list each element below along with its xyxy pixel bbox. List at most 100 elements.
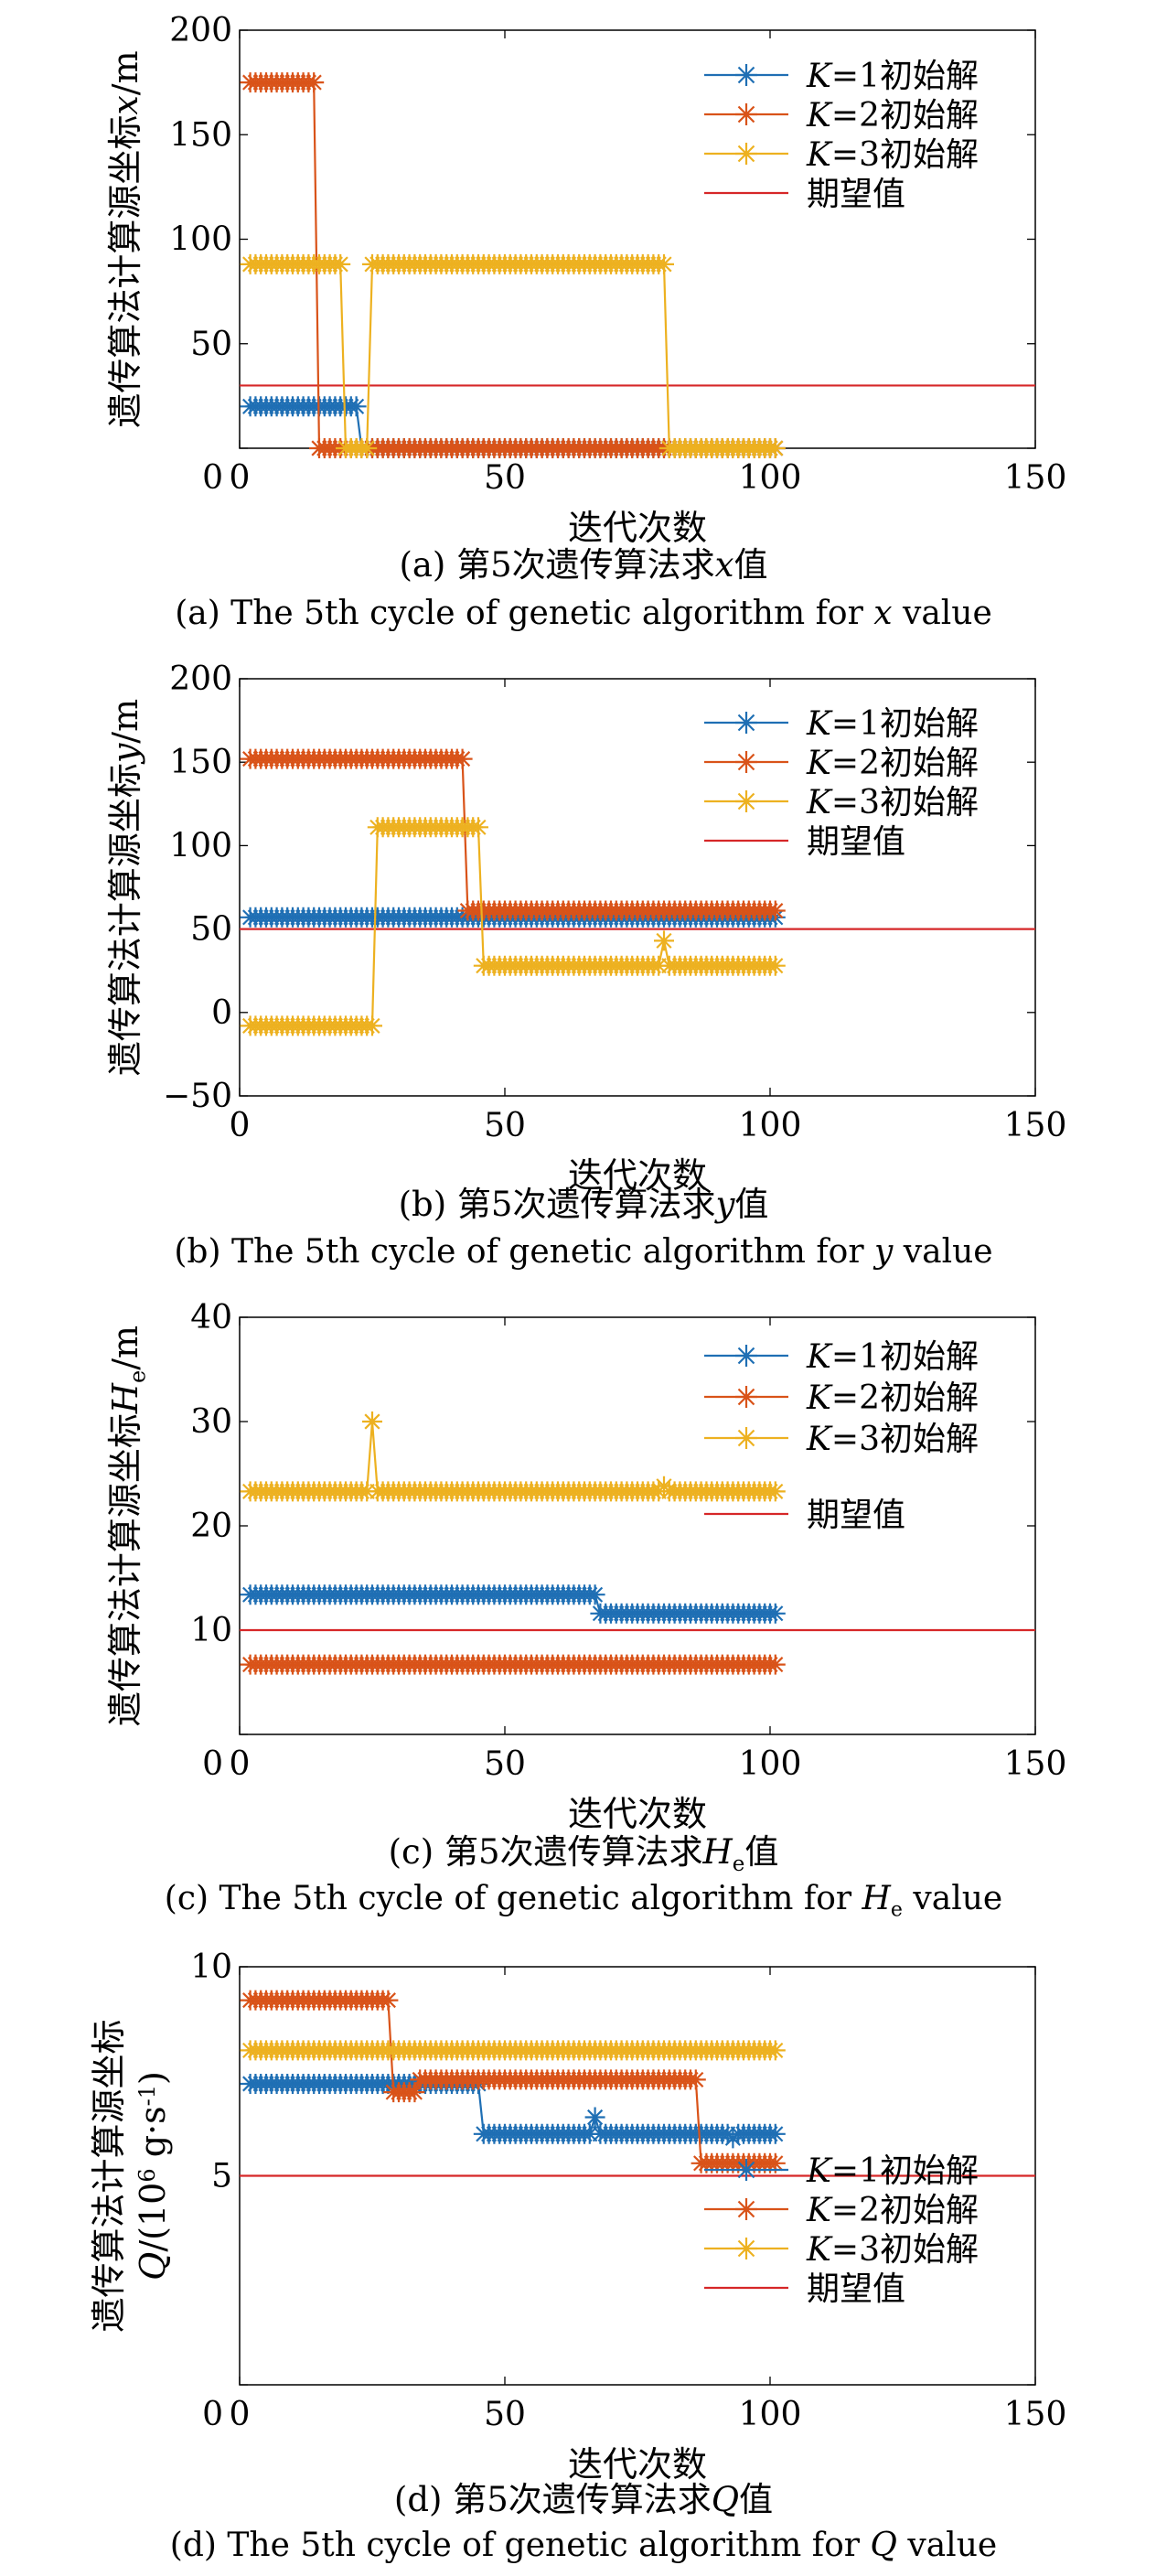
x-tick-label: 150	[1004, 2396, 1067, 2433]
x-axis-label: 迭代次数	[568, 2444, 707, 2485]
marker-k2	[765, 1654, 786, 1675]
chart-panel-2: 0 50 100 150−50050100150200K=1初始解K=2初始解K=3初…	[105, 660, 1066, 1271]
y-axis-label: 遗传算法计算源坐标x/m	[105, 50, 145, 427]
marker-k1	[765, 2123, 786, 2144]
legend-label-2: K=2初始解	[806, 2192, 979, 2229]
y-tick-label: 0	[211, 994, 232, 1032]
caption-en: (c) The 5th cycle of genetic algorithm f…	[165, 1880, 1002, 1922]
y-axis-label: 遗传算法计算源坐标 Q/(106 g·s-1)	[89, 2019, 173, 2332]
marker-k2	[765, 2152, 786, 2174]
caption-en: (a) The 5th cycle of genetic algorithm f…	[175, 595, 992, 632]
marker-k2	[404, 2082, 425, 2103]
legend-label-4: 期望值	[807, 176, 905, 213]
legend-label-1: K=1初始解	[806, 1338, 979, 1376]
legend-marker-1	[735, 2159, 757, 2181]
caption-en: (b) The 5th cycle of genetic algorithm f…	[174, 1233, 992, 1271]
series-k2	[240, 72, 786, 458]
marker-k3	[357, 1481, 378, 1502]
y-tick-label: 10	[190, 1612, 232, 1649]
y-tick-label: 5	[211, 2158, 232, 2195]
legend-marker-2	[735, 1386, 757, 1408]
marker-k1	[584, 2107, 605, 2128]
legend-marker-1	[735, 1345, 757, 1367]
y-tick-label: 100	[169, 221, 232, 259]
y-tick-label: 100	[169, 827, 232, 864]
x-axis-label: 迭代次数	[568, 1155, 707, 1196]
marker-k2	[765, 900, 786, 921]
legend-marker-2	[735, 103, 757, 125]
caption-en: (d) The 5th cycle of genetic algorithm f…	[170, 2527, 997, 2564]
legend-label-4: 期望值	[807, 1497, 905, 1534]
chart-panel-4: 0 50 100 1505100K=1初始解K=2初始解K=3初始解期望值迭代次数遗传…	[89, 1948, 1066, 2564]
x-tick-label: 100	[739, 2396, 802, 2433]
y-tick-label: 30	[190, 1403, 232, 1441]
legend-marker-2	[735, 751, 757, 773]
marker-k1	[346, 396, 367, 417]
series-k1	[240, 1584, 786, 1624]
y-tick-label: 150	[169, 744, 232, 781]
marker-k3	[765, 955, 786, 976]
x-tick-label: 50	[484, 2396, 526, 2433]
caption-cn: (c) 第5次遗传算法求He值	[389, 1832, 779, 1876]
marker-k3	[468, 817, 488, 838]
legend-marker-3	[735, 143, 757, 165]
marker-k2	[452, 748, 473, 769]
x-tick-label: 50	[484, 459, 526, 497]
x-tick-label: 100	[739, 459, 802, 497]
series-line-k3	[250, 1421, 776, 1493]
legend-label-1: K=1初始解	[806, 705, 979, 743]
legend-label-2: K=2初始解	[806, 1379, 979, 1417]
marker-k3	[362, 1015, 382, 1036]
series-line-k2	[250, 757, 776, 912]
y-tick-label: 50	[190, 911, 232, 949]
marker-k3	[765, 1481, 786, 1502]
x-tick-label: 100	[739, 1745, 802, 1783]
series-line-k3	[250, 263, 776, 450]
marker-k3	[654, 930, 674, 951]
series-k1	[240, 2074, 786, 2149]
series-k2	[240, 1990, 786, 2174]
marker-k2	[304, 72, 325, 93]
origin-label: 0	[202, 459, 223, 497]
legend-label-3: K=3初始解	[806, 784, 979, 821]
y-tick-label: −50	[163, 1078, 232, 1115]
y-axis-label-line2: Q/(106 g·s-1)	[133, 2071, 173, 2281]
legend-marker-2	[735, 2198, 757, 2220]
caption-cn: (a) 第5次遗传算法求x值	[399, 545, 767, 585]
y-tick-label: 10	[190, 1948, 232, 1986]
y-axis-label: 遗传算法计算源坐标He/m	[105, 1326, 150, 1726]
marker-k1	[579, 2123, 600, 2144]
panels: 0 50 100 150501001502000K=1初始解K=2初始解K=3初始解期…	[89, 12, 1066, 2564]
marker-k3	[648, 955, 669, 976]
origin-label: 0	[202, 2396, 223, 2433]
legend-marker-3	[735, 1427, 757, 1449]
marker-k2	[685, 2069, 706, 2090]
series-k3	[240, 1411, 786, 1502]
y-axis-label-line1: 遗传算法计算源坐标	[89, 2019, 129, 2332]
marker-k3	[330, 253, 351, 274]
y-tick-label: 200	[169, 660, 232, 698]
chart-panel-1: 0 50 100 150 50 100 150 200 0 K=1初始解K=2初始解K=3初始解期…	[105, 12, 1066, 632]
x-tick-label: 0	[230, 1107, 251, 1144]
y-tick-label: 20	[190, 1508, 232, 1545]
x-tick-label: 100	[739, 1107, 802, 1144]
legend-marker-1	[735, 712, 757, 734]
marker-k1	[584, 1584, 605, 1605]
y-axis-label: 遗传算法计算源坐标y/m	[105, 699, 145, 1076]
marker-k3	[765, 438, 786, 458]
marker-k3	[362, 1411, 382, 1432]
series-k2	[240, 748, 786, 921]
marker-k2	[378, 1990, 399, 2011]
legend-label-2: K=2初始解	[806, 745, 979, 782]
legend-label-3: K=3初始解	[806, 1421, 979, 1458]
series-k3	[240, 817, 786, 1036]
legend-label-1: K=1初始解	[806, 58, 979, 95]
legend-label-3: K=3初始解	[806, 2231, 979, 2269]
x-tick-label: 50	[484, 1745, 526, 1783]
